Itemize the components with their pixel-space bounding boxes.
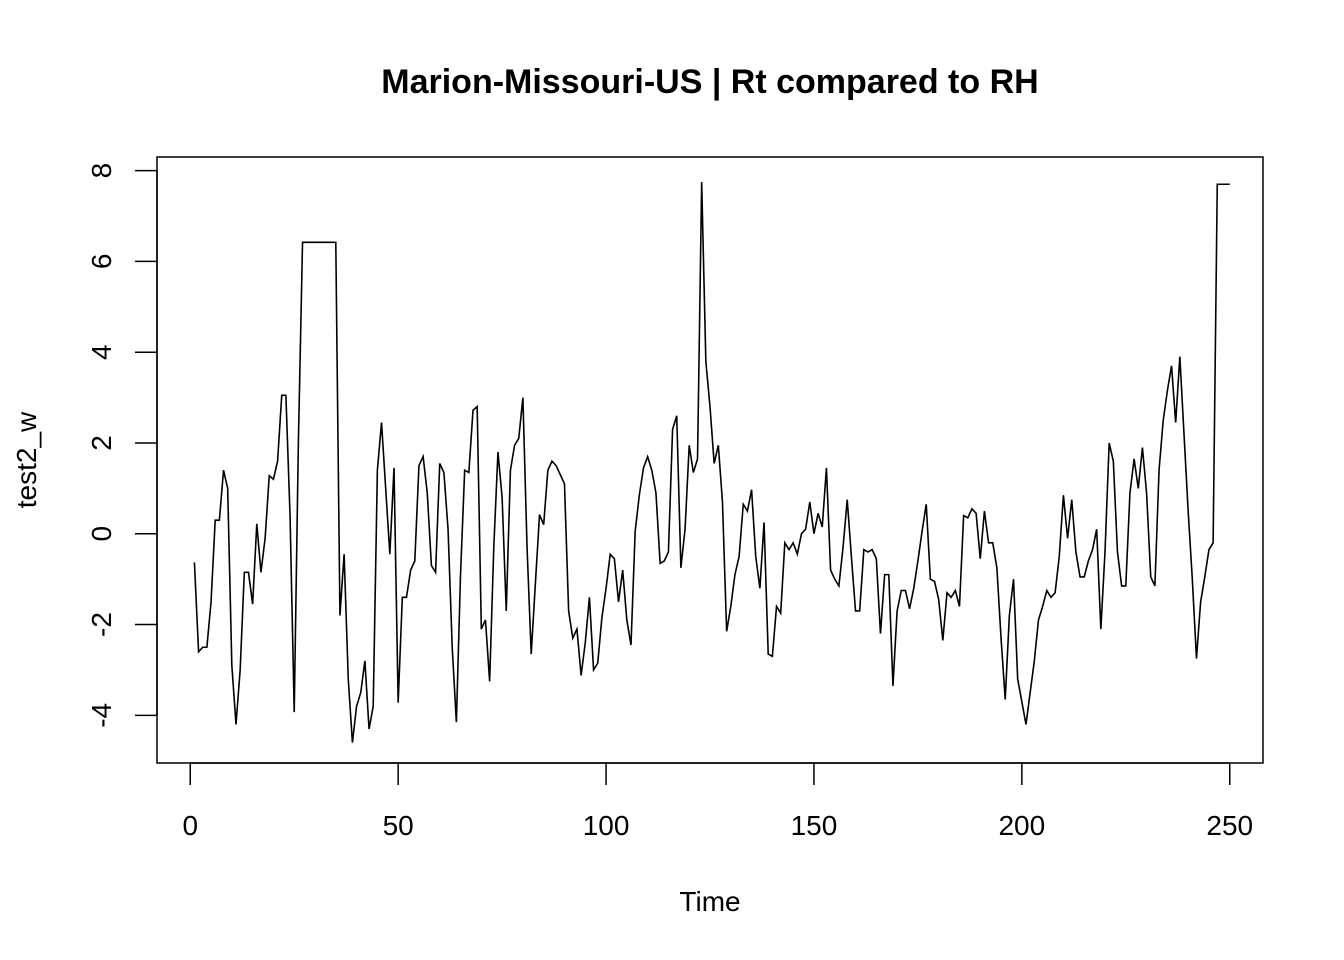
x-tick-label: 100: [583, 810, 630, 841]
chart-title: Marion-Missouri-US | Rt compared to RH: [381, 63, 1038, 101]
y-tick-label: 0: [86, 526, 117, 542]
x-tick-label: 50: [383, 810, 414, 841]
x-axis: 0 50 100 150 200 250: [182, 762, 1253, 841]
series-line: [193, 181, 1230, 743]
x-tick-label: 250: [1206, 810, 1253, 841]
y-axis-label: test2_w: [11, 411, 42, 508]
x-tick-label: 150: [791, 810, 838, 841]
x-axis-label: Time: [679, 886, 740, 917]
y-tick-label: -2: [86, 612, 117, 637]
y-tick-label: 8: [86, 163, 117, 179]
y-tick-label: 4: [86, 344, 117, 360]
plot-frame: [156, 156, 1264, 764]
x-tick-label: 0: [182, 810, 198, 841]
y-tick-label: 2: [86, 435, 117, 451]
y-tick-label: -4: [86, 703, 117, 728]
y-axis: -4 -2 0 2 4 6 8: [86, 163, 158, 728]
y-tick-label: 6: [86, 254, 117, 270]
x-tick-label: 200: [998, 810, 1045, 841]
